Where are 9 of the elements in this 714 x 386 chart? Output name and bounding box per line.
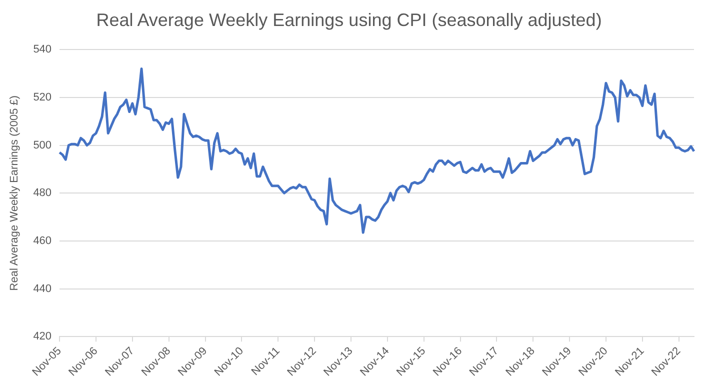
y-tick-label: 520 (33, 91, 52, 104)
y-axis-title: Real Average Weekly Earnings (2005 £) (8, 95, 21, 291)
y-tick-label: 500 (33, 139, 52, 152)
chart-title: Real Average Weekly Earnings using CPI (seasonally adjusted) (96, 10, 602, 30)
y-tick-label: 540 (33, 44, 52, 56)
y-tick-label: 440 (33, 282, 52, 295)
y-tick-label: 480 (33, 187, 52, 200)
y-tick-label: 420 (33, 330, 52, 343)
y-tick-label: 460 (33, 234, 52, 247)
